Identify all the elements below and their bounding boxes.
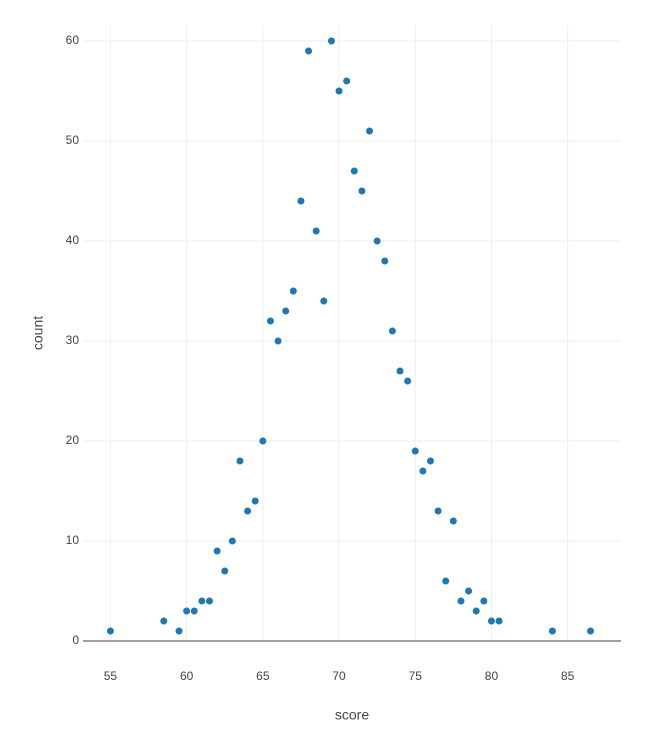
y-tick-label: 30 <box>66 333 80 347</box>
point <box>205 597 213 605</box>
point <box>236 457 244 465</box>
point <box>373 237 381 245</box>
point <box>449 517 457 525</box>
point <box>388 327 396 335</box>
point <box>297 197 305 205</box>
point <box>442 577 450 585</box>
point <box>487 617 495 625</box>
x-tick-label: 70 <box>332 669 346 683</box>
point <box>266 317 274 325</box>
x-tick-label: 75 <box>409 669 423 683</box>
y-tick-label: 40 <box>66 233 80 247</box>
point <box>175 627 183 635</box>
point <box>366 127 374 135</box>
point <box>465 587 473 595</box>
y-tick-label: 10 <box>66 533 80 547</box>
point <box>472 607 480 615</box>
point <box>587 627 595 635</box>
point <box>282 307 290 315</box>
point <box>183 607 191 615</box>
y-axis-title: count <box>30 316 46 350</box>
point <box>434 507 442 515</box>
point <box>213 547 221 555</box>
x-tick-label: 60 <box>180 669 194 683</box>
point <box>396 367 404 375</box>
x-axis-title: score <box>335 707 369 723</box>
point <box>305 47 313 55</box>
point <box>358 187 366 195</box>
y-tick-label: 20 <box>66 433 80 447</box>
point <box>221 567 229 575</box>
point <box>259 437 267 445</box>
point <box>244 507 252 515</box>
point <box>426 457 434 465</box>
point <box>274 337 282 345</box>
point <box>312 227 320 235</box>
point <box>198 597 206 605</box>
y-tick-label: 60 <box>66 33 80 47</box>
y-tick-label: 0 <box>72 633 79 647</box>
point <box>411 447 419 455</box>
x-tick-label: 85 <box>561 669 575 683</box>
point <box>350 167 358 175</box>
x-tick-label: 55 <box>104 669 118 683</box>
point <box>106 627 114 635</box>
point <box>228 537 236 545</box>
point <box>480 597 488 605</box>
point <box>160 617 168 625</box>
point <box>419 467 427 475</box>
point <box>251 497 259 505</box>
point <box>327 37 335 45</box>
point <box>495 617 503 625</box>
point <box>457 597 465 605</box>
point <box>548 627 556 635</box>
point <box>381 257 389 265</box>
x-tick-label: 80 <box>485 669 499 683</box>
x-tick-label: 65 <box>256 669 270 683</box>
point <box>320 297 328 305</box>
point <box>190 607 198 615</box>
point <box>289 287 297 295</box>
point <box>404 377 412 385</box>
point <box>335 87 343 95</box>
point <box>343 77 351 85</box>
y-tick-label: 50 <box>66 133 80 147</box>
